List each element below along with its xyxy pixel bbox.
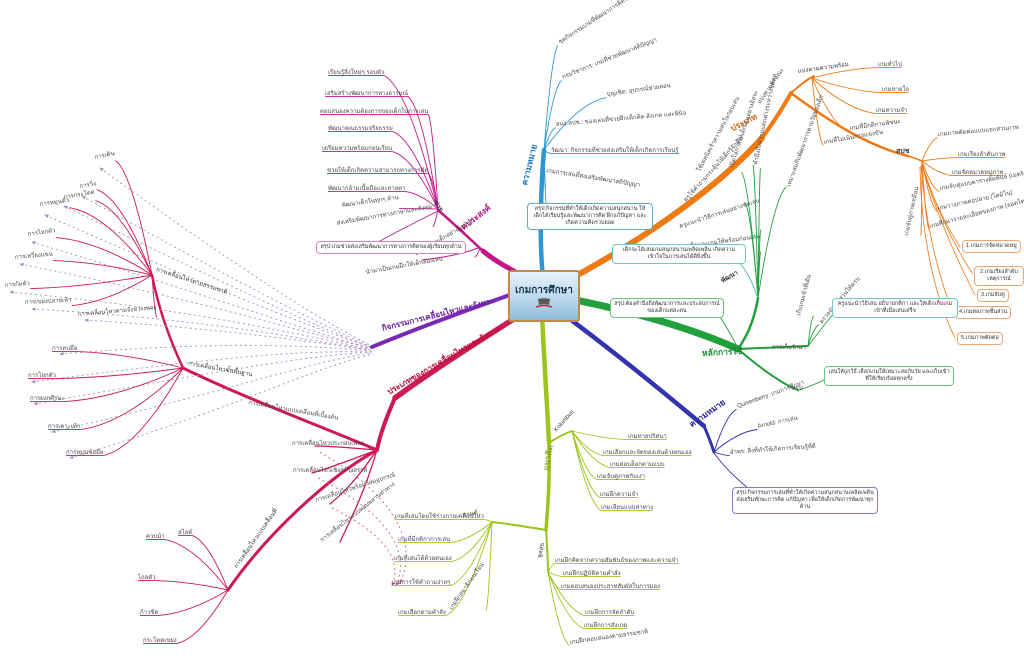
leaf[interactable]: เกมทั่วไป: [878, 62, 902, 68]
leaf[interactable]: เกมฝึกคิดจากความสัมพันธ์ของภาพและความจำ: [555, 558, 679, 564]
leaf[interactable]: ช่วยให้เด็กเกิดความสามารถทางการคิด: [327, 168, 429, 174]
leaf[interactable]: เกมทายใจ: [882, 87, 909, 93]
usage-play-box[interactable]: เด็กจะได้เล่นเกมสนุกสนานเพลิดเพลิน เกิดค…: [612, 244, 746, 265]
movement-type-item[interactable]: การเคลื่อนไหวประกอบเพลง: [292, 441, 364, 447]
leaf[interactable]: เกมฝึกการจัดลำดับ: [585, 610, 635, 616]
meaning-th-summary-box[interactable]: สรุป:กิจกรรมที่ทำให้เด็กเกิดความสนุกสนาน…: [527, 203, 653, 231]
leaf[interactable]: เกมเลือกตามคำสั่ง: [398, 610, 446, 616]
leaf[interactable]: เกมที่มีกติกาการเล่น: [398, 537, 451, 543]
leaf[interactable]: การผงกศีรษะ: [30, 396, 65, 402]
usage-keeping-label[interactable]: การเก็บรักษา: [772, 345, 806, 351]
purpose-summary-box[interactable]: สรุป:เกมช่วยส่งเสริมพัฒนาการทางการคิดของ…: [316, 241, 466, 255]
leaf[interactable]: การเคาะเท้า: [48, 424, 81, 430]
leaf[interactable]: เกมเรียงลำดับภาพ: [958, 152, 1006, 158]
leaf[interactable]: เกมเลือกและจัดของเล่นด้วยตนเอง: [603, 450, 692, 456]
leaf[interactable]: เกมจัดหมวดหมู่ภาพ: [952, 170, 1004, 176]
leaf[interactable]: เกมฝึกปฏิบัติตามคำสั่ง: [563, 571, 621, 577]
leaf[interactable]: กระโดดเขย่ง: [143, 638, 177, 644]
meaning-en-summary-box[interactable]: สรุป:กิจกรรมการเล่นที่ทำให้เกิดความสนุกส…: [732, 487, 878, 515]
types-groupB-label[interactable]: สปช: [896, 148, 910, 155]
leaf[interactable]: การโยกตัว: [28, 373, 56, 379]
leaf[interactable]: เกมเลียนแบบท่าทาง: [601, 505, 654, 511]
leaf[interactable]: พัฒนากล้ามเนื้อมือและสายตา: [328, 186, 406, 192]
center-node[interactable]: เกมการศึกษา: [508, 270, 580, 322]
leaf[interactable]: การตบมือ: [52, 346, 78, 352]
leaf[interactable]: เกมตอบสนองประสาทสัมผัสในการมอง: [561, 584, 661, 590]
leaf[interactable]: เกมการใช้คำถามง่ายๆ: [392, 580, 451, 586]
types-numbered-box[interactable]: 5.เกมภาพตัดต่อ: [957, 332, 1003, 346]
types-numbered-box[interactable]: 3.เกมจับคู่: [977, 289, 1009, 303]
leaf[interactable]: ไถลตัว: [138, 575, 156, 581]
leaf[interactable]: พัฒนาคุณธรรมจริยธรรม: [328, 126, 393, 132]
leaf[interactable]: เกมฝึกการสังเกต: [584, 623, 628, 629]
leaf[interactable]: การหมุนข้อมือ: [66, 450, 104, 456]
leaf[interactable]: สไลด์: [178, 530, 193, 536]
usage-keeping-note-box[interactable]: ครูแนะนำวิธีเล่น อธิบายกติกา และให้เด็กเ…: [832, 298, 958, 319]
usage-summary-box[interactable]: สรุป:ต้องคำนึงถึงพัฒนาการและประสบการณ์ขอ…: [610, 298, 724, 319]
leaf[interactable]: เตรียมความพร้อมก่อนเรียน: [322, 146, 393, 152]
types-numbered-box[interactable]: 2.เกมเรียงลำดับเหตุการณ์: [974, 266, 1024, 287]
types-numbered-box[interactable]: 1.เกมการจัดหมวดหมู่: [962, 240, 1021, 254]
leaf[interactable]: เกมจับคู่ภาพกับเงา: [597, 474, 646, 480]
branch-label-usage[interactable]: หลักการใช้: [701, 345, 743, 358]
center-node-icon: [535, 297, 553, 308]
leaf[interactable]: วัฒนา: กิจกรรมที่ช่วยส่งเสริมให้เด็กเกิด…: [551, 148, 679, 154]
usage-summary-note-box[interactable]: เล่นให้ถูกวิธี เลือกเกมให้เหมาะสมกับวัย …: [824, 366, 954, 387]
leaf[interactable]: เกมฝึกความจำ: [600, 492, 639, 498]
leaf[interactable]: ควบม้า: [146, 534, 165, 540]
leaf[interactable]: เรียนรู้สิ่งใหม่ๆ รอบตัว: [328, 70, 385, 76]
types-numbered-box[interactable]: 4.เกมต่อภาพชิ้นส่วน: [955, 306, 1012, 320]
usage-summary-label[interactable]: สรุป: [792, 386, 803, 392]
leaf[interactable]: เกมที่เล่นโดยใช้ร่างกายเคลื่อนไหว: [395, 514, 484, 520]
leaf[interactable]: เกมต่อบล็อกตามแบบ: [610, 462, 665, 468]
leaf[interactable]: ก้าวชิด: [140, 610, 159, 616]
leaf[interactable]: เสริมสร้างพัฒนาการทางอารมณ์: [325, 91, 409, 97]
leaf[interactable]: เกมที่เล่นได้ด้วยตนเอง: [394, 556, 452, 562]
leaf[interactable]: เกมทายปริศนา: [628, 434, 667, 440]
movement-type-item[interactable]: การเคลื่อนไหวเชิงสร้างสรรค์: [293, 468, 368, 474]
leaf[interactable]: เกมความจำ: [876, 108, 908, 114]
leaf[interactable]: ตอบสนองความต้องการของเด็กในการเล่น: [320, 109, 429, 115]
center-node-title: เกมการศึกษา: [515, 284, 573, 296]
